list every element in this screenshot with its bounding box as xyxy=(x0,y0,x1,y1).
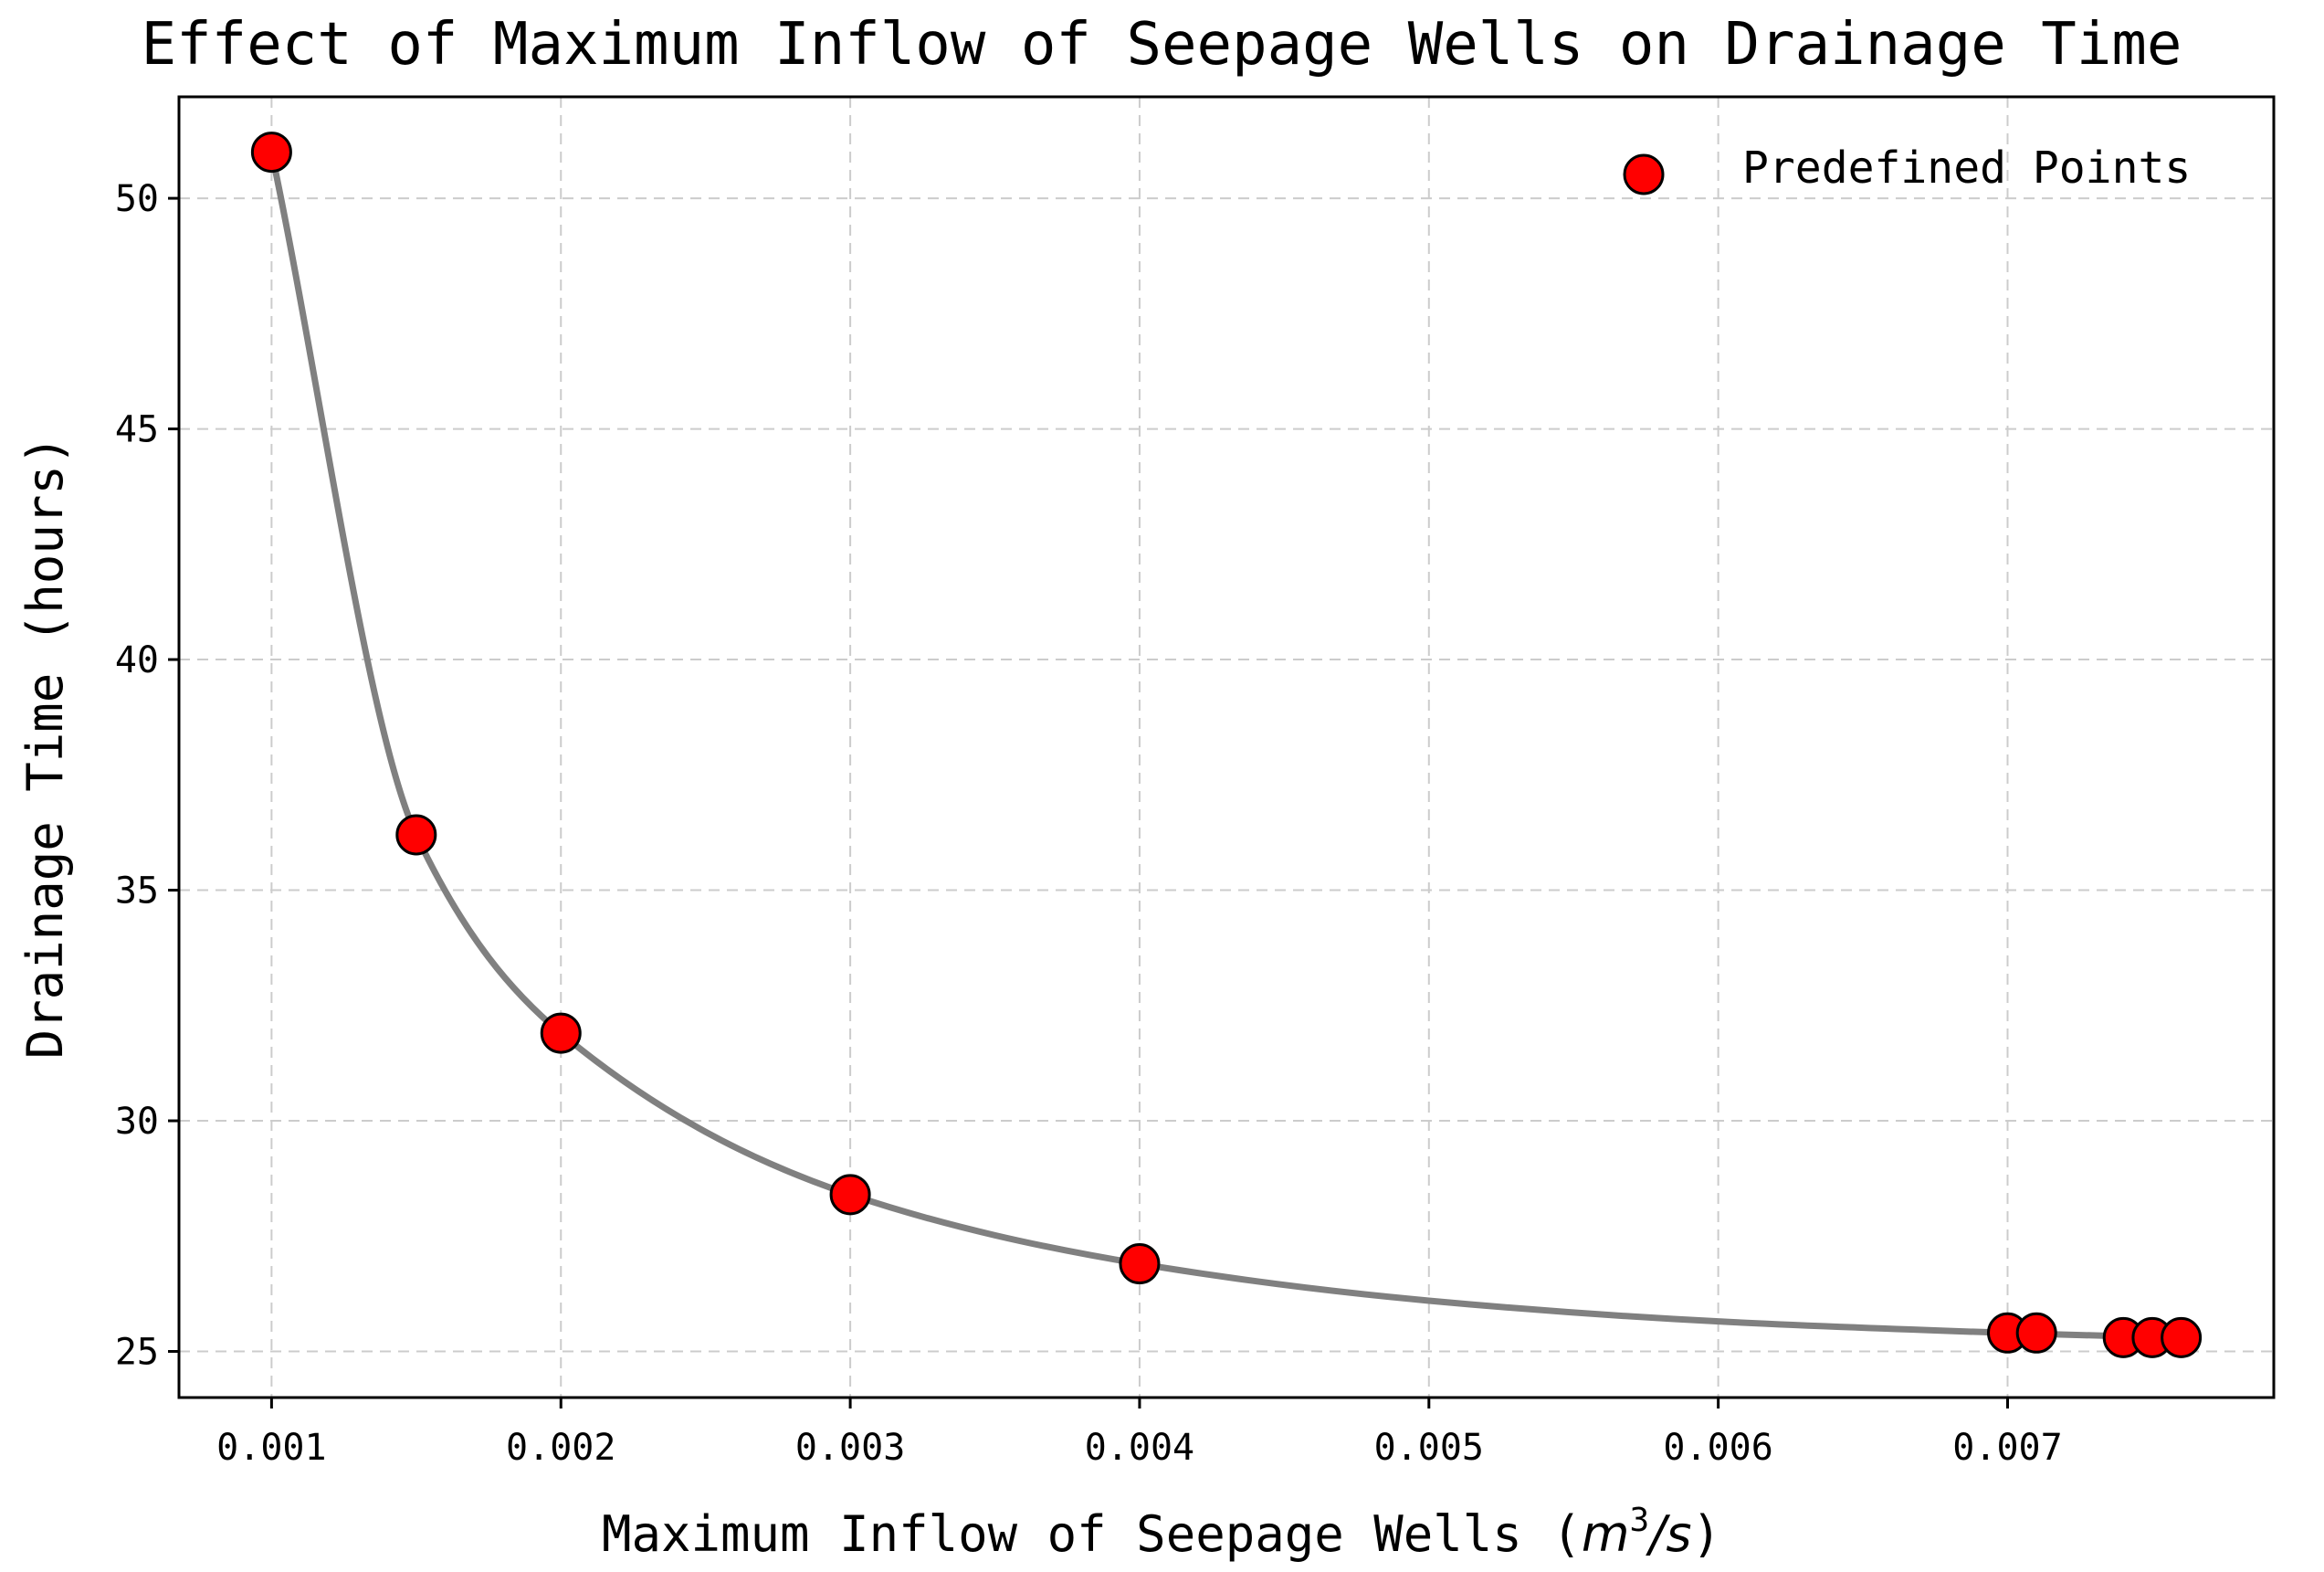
x-axis-label-paren-close: ) xyxy=(1691,1505,1721,1563)
x-tick-label-2: 0.003 xyxy=(795,1427,905,1469)
fitted-curve-line xyxy=(268,149,2185,1341)
scatter-points xyxy=(250,132,2203,1358)
data-point-6 xyxy=(2015,1312,2057,1354)
y-axis-label: Drainage Time (hours) xyxy=(16,436,74,1060)
x-axis-label-unit-sup: 3 xyxy=(1629,1502,1649,1539)
data-point-2 xyxy=(540,1012,582,1054)
x-axis-label-unit-base: m xyxy=(1582,1505,1630,1563)
x-tick-label-3: 0.004 xyxy=(1085,1427,1194,1469)
y-tick-label-5: 50 xyxy=(115,178,159,220)
x-tick-label-5: 0.006 xyxy=(1663,1427,1772,1469)
legend-label: Predefined Points xyxy=(1742,142,2191,194)
y-tick-label-1: 30 xyxy=(115,1101,159,1143)
x-tick-label-0: 0.001 xyxy=(216,1427,326,1469)
x-tick-label-4: 0.005 xyxy=(1374,1427,1484,1469)
legend: Predefined Points xyxy=(1623,142,2191,195)
y-tick-label-3: 40 xyxy=(115,639,159,681)
y-axis-ticks: 25 30 35 40 45 50 xyxy=(115,178,179,1374)
grid xyxy=(179,97,2274,1398)
y-tick-label-2: 35 xyxy=(115,870,159,913)
y-tick-label-4: 45 xyxy=(115,409,159,451)
x-axis-label-paren-open: ( xyxy=(1551,1505,1582,1563)
x-axis-label: Maximum Inflow of Seepage Wells (m3/s) xyxy=(602,1502,1721,1563)
chart-title: Effect of Maximum Inflow of Seepage Well… xyxy=(142,11,2182,79)
plot-frame xyxy=(177,95,2276,1399)
legend-marker xyxy=(1623,153,1665,195)
x-axis-ticks: 0.001 0.002 0.003 0.004 0.005 0.006 0.007 xyxy=(216,1398,2063,1469)
x-axis-label-text: Maximum Inflow of Seepage Wells xyxy=(602,1505,1522,1563)
data-point-1 xyxy=(395,814,437,856)
data-point-3 xyxy=(829,1174,871,1216)
x-axis-label-unit-tail: /s xyxy=(1646,1505,1691,1563)
y-tick-label-0: 25 xyxy=(115,1332,159,1374)
x-tick-label-1: 0.002 xyxy=(506,1427,615,1469)
data-point-4 xyxy=(1119,1243,1161,1285)
x-tick-label-6: 0.007 xyxy=(1952,1427,2062,1469)
data-point-0 xyxy=(250,132,292,174)
data-point-9 xyxy=(2161,1316,2203,1358)
